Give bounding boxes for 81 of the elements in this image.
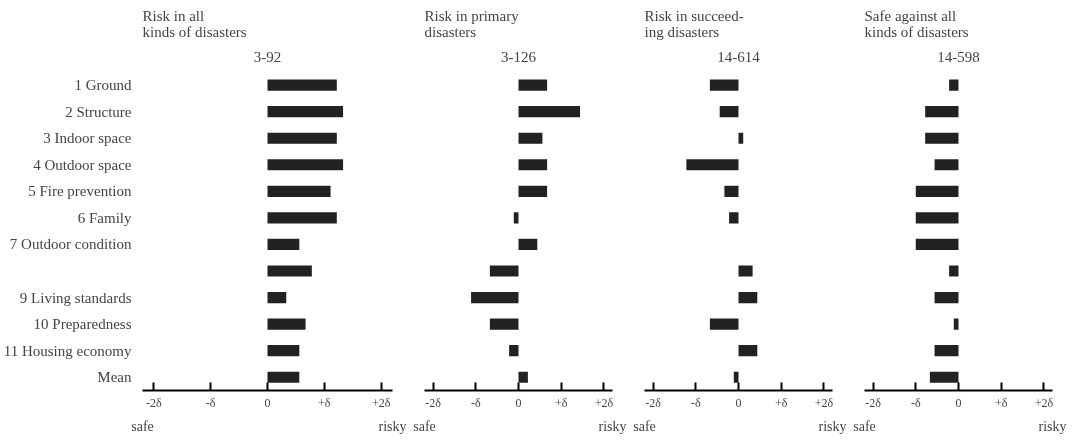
y-tick-label: 7 Outdoor condition xyxy=(9,236,132,253)
chart-title: Risk in all kinds of disasters xyxy=(142,7,247,40)
y-tick-label: 2 Structure xyxy=(65,103,132,120)
x-tick-label: +δ xyxy=(995,395,1008,410)
text: risky xyxy=(818,418,847,434)
x-tick-label: -2δ xyxy=(425,395,442,410)
bar xyxy=(267,318,306,330)
bar xyxy=(509,345,519,357)
chart-subtitle: 14-598 xyxy=(937,48,980,65)
text: safe xyxy=(853,418,876,434)
y-tick-label: 6 Family xyxy=(77,209,132,226)
text: risky xyxy=(1038,418,1067,434)
bar xyxy=(267,132,337,144)
bar xyxy=(724,185,739,197)
text: risky xyxy=(598,418,627,434)
text: safe xyxy=(413,418,436,434)
y-tick-label: 3 Indoor space xyxy=(43,130,132,147)
bar xyxy=(518,106,581,118)
bar xyxy=(267,345,300,357)
bar xyxy=(471,291,519,304)
y-tick-label: 9 Living standards xyxy=(19,289,132,306)
y-tick-label: Mean xyxy=(97,369,132,386)
bar xyxy=(733,371,739,383)
bar xyxy=(518,159,548,171)
bar xyxy=(489,265,519,277)
y-tick-label: 1 Ground xyxy=(74,77,132,94)
x-tick-label: 0 xyxy=(735,395,742,410)
chart-subtitle: 3-92 xyxy=(253,48,282,65)
bar xyxy=(513,212,519,224)
x-tick-label: +δ xyxy=(775,395,788,410)
bar xyxy=(719,106,739,118)
y-tick-label: 4 Outdoor space xyxy=(33,156,132,173)
bar xyxy=(267,79,337,91)
bar xyxy=(518,238,538,251)
bar xyxy=(267,371,300,383)
x-tick-label: -2δ xyxy=(865,395,882,410)
x-tick-label: -2δ xyxy=(645,395,662,410)
chart-title: Risk in succeed- ing disasters xyxy=(644,7,744,40)
x-tick-label: +δ xyxy=(318,395,331,410)
bar xyxy=(518,185,548,197)
bar xyxy=(267,291,287,304)
x-tick-label: +2δ xyxy=(814,395,834,410)
bar xyxy=(729,212,739,224)
y-tick-label: 5 Fire prevention xyxy=(28,183,132,200)
bar xyxy=(267,106,344,118)
bar xyxy=(738,345,758,357)
bar xyxy=(267,159,344,171)
bar xyxy=(738,291,758,304)
text: safe xyxy=(633,418,656,434)
x-tick-label: +2δ xyxy=(594,395,614,410)
x-tick-label: -δ xyxy=(910,395,921,410)
bar xyxy=(709,79,739,91)
x-tick-label: +2δ xyxy=(1034,395,1054,410)
y-tick-label: 11 Housing economy xyxy=(3,342,132,359)
bar xyxy=(267,212,337,224)
chart-title: Risk in primary disasters xyxy=(424,7,520,40)
text: safe xyxy=(131,418,154,434)
x-tick-label: -2δ xyxy=(146,395,163,410)
bar xyxy=(518,132,543,144)
x-tick-label: -δ xyxy=(470,395,481,410)
chart-title: Safe against all kinds of disasters xyxy=(864,7,969,40)
chart-subtitle: 14-614 xyxy=(717,48,761,65)
x-tick-label: -δ xyxy=(205,395,216,410)
bar xyxy=(267,238,300,251)
text: risky xyxy=(378,418,407,434)
bar xyxy=(267,185,331,197)
bar xyxy=(709,318,739,330)
bar xyxy=(518,371,528,383)
bar xyxy=(738,265,753,277)
bar xyxy=(267,265,312,277)
bar xyxy=(686,159,739,171)
bar xyxy=(489,318,519,330)
x-tick-label: -δ xyxy=(690,395,701,410)
x-tick-label: +δ xyxy=(555,395,568,410)
chart-subtitle: 3-126 xyxy=(501,48,537,65)
x-tick-label: 0 xyxy=(515,395,522,410)
x-tick-label: +2δ xyxy=(371,395,391,410)
x-tick-label: 0 xyxy=(264,395,271,410)
y-tick-label: 10 Preparedness xyxy=(33,316,132,333)
bar xyxy=(518,79,548,91)
x-tick-label: 0 xyxy=(955,395,962,410)
